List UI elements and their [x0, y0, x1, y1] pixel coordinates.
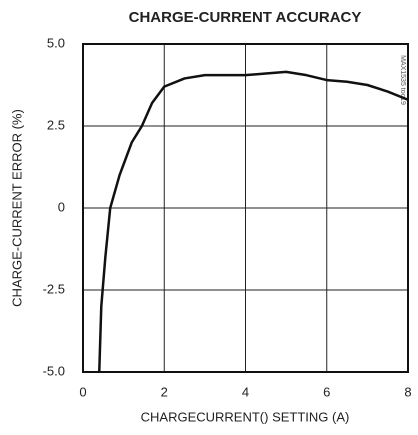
y-tick-label: -2.5: [43, 281, 65, 296]
chart-title: CHARGE-CURRENT ACCURACY: [129, 9, 362, 26]
data-line: [98, 70, 409, 373]
x-tick-label: 4: [242, 384, 249, 399]
y-tick-label: -5.0: [43, 363, 65, 378]
annotation: MAX1535 toc19: [399, 55, 406, 105]
y-tick-label: 5.0: [47, 35, 65, 50]
y-axis-label: CHARGE-CURRENT ERROR (%): [9, 109, 24, 307]
x-tick-label: 6: [323, 384, 330, 399]
plot-frame: [82, 43, 409, 373]
x-tick-label: 0: [79, 384, 86, 399]
x-tick-label: 2: [161, 384, 168, 399]
y-tick-label: 0: [58, 199, 65, 214]
x-tick-label: 8: [404, 384, 411, 399]
x-axis-label: CHARGECURRENT() SETTING (A): [141, 409, 350, 424]
y-tick-label: 2.5: [47, 117, 65, 132]
